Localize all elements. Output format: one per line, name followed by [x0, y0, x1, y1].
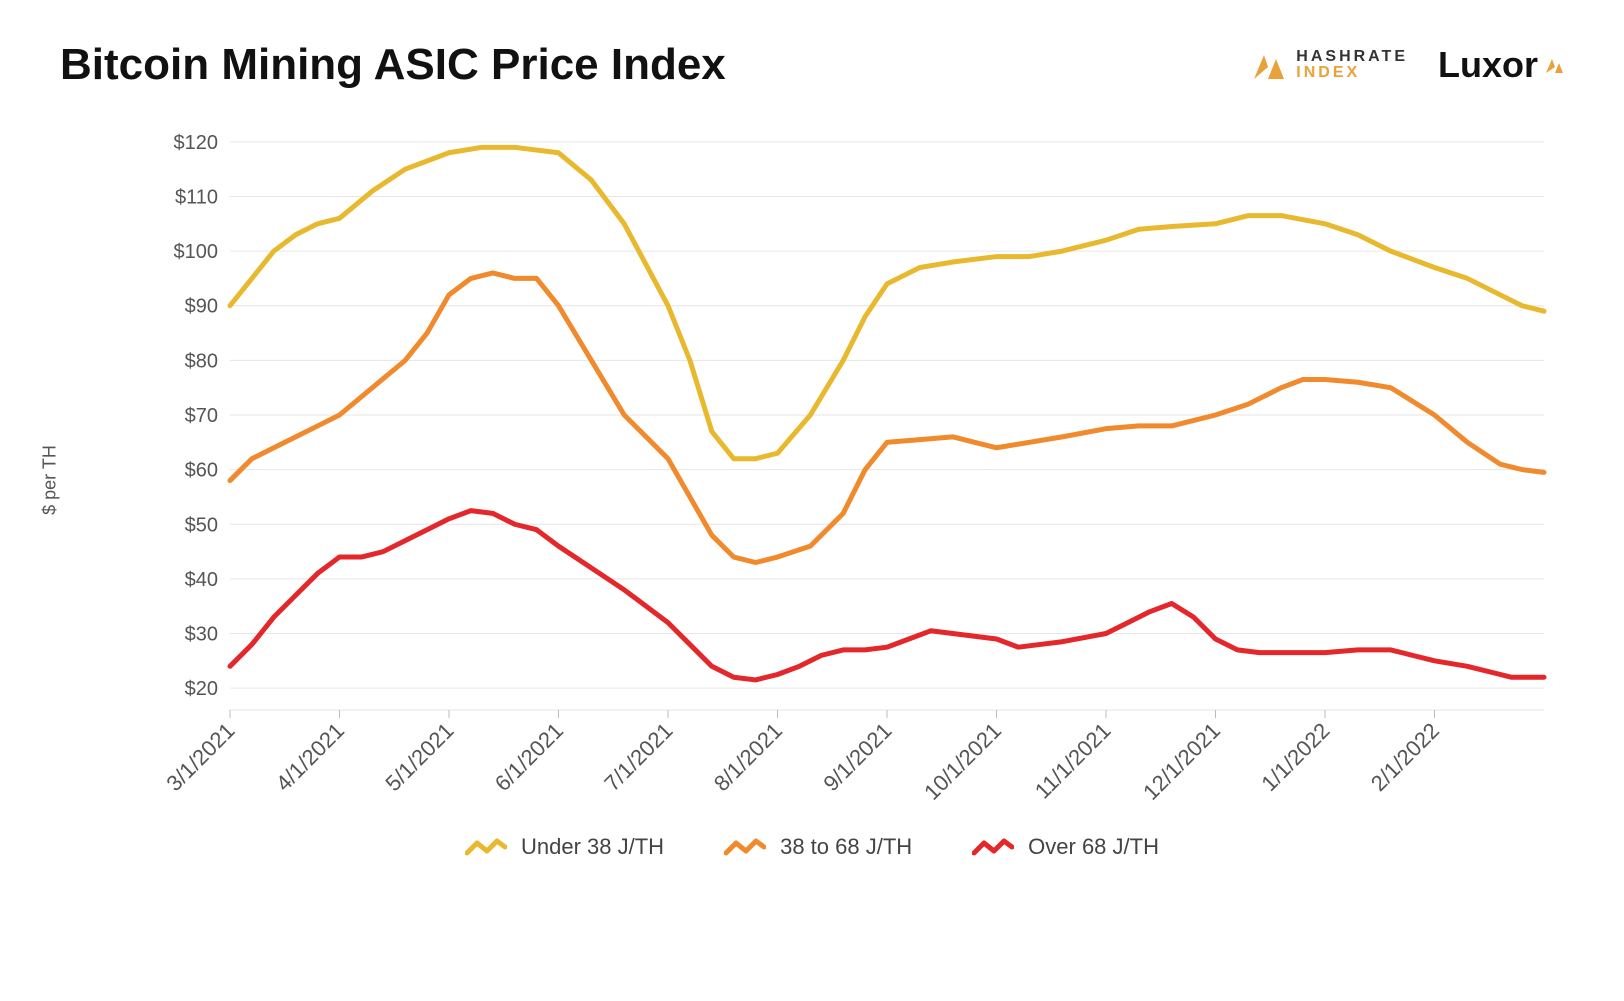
luxor-icon: [1544, 55, 1564, 75]
x-tick-label: 8/1/2021: [709, 718, 787, 796]
x-tick-label: 6/1/2021: [490, 718, 568, 796]
legend-item: Over 68 J/TH: [972, 834, 1159, 860]
legend-label: 38 to 68 J/TH: [780, 834, 912, 860]
legend-swatch-icon: [972, 837, 1014, 857]
series-line: [230, 511, 1544, 680]
legend-label: Under 38 J/TH: [521, 834, 664, 860]
hashrate-index-icon: [1250, 47, 1286, 83]
luxor-logo: Luxor: [1438, 44, 1564, 86]
legend-swatch-icon: [724, 837, 766, 857]
y-tick-label: $100: [174, 241, 219, 263]
x-tick-label: 1/1/2022: [1256, 718, 1334, 796]
legend-item: 38 to 68 J/TH: [724, 834, 912, 860]
series-line: [230, 273, 1544, 563]
y-axis: $20 $30 $40 $50 $60 $70 $80 $90 $100 $110 $120: [174, 132, 219, 700]
y-tick-label: $90: [185, 296, 218, 318]
y-tick-label: $40: [185, 569, 218, 591]
x-tick-label: 10/1/2021: [919, 718, 1006, 805]
y-tick-label: $60: [185, 460, 218, 482]
series-line: [230, 147, 1544, 458]
luxor-text: Luxor: [1438, 44, 1538, 86]
hashrate-word2: INDEX: [1296, 65, 1408, 81]
plot: $20$30$40$50$60$70$80$90$100$110$1203/1/…: [160, 110, 1554, 730]
chart-title: Bitcoin Mining ASIC Price Index: [60, 40, 726, 90]
legend: Under 38 J/TH 38 to 68 J/TH Over 68 J/TH: [60, 834, 1564, 860]
x-tick-label: 7/1/2021: [599, 718, 677, 796]
x-tick-label: 5/1/2021: [380, 718, 458, 796]
y-tick-label: $30: [185, 624, 218, 646]
y-tick-label: $20: [185, 678, 218, 700]
y-tick-label: $80: [185, 350, 218, 372]
x-tick-label: 3/1/2021: [161, 718, 239, 796]
y-tick-label: $110: [175, 186, 218, 208]
y-tick-label: $70: [185, 405, 218, 427]
legend-label: Over 68 J/TH: [1028, 834, 1159, 860]
chart-area: $ per TH $20$30$40$50$60$70$80$90$100$11…: [60, 100, 1564, 860]
header: Bitcoin Mining ASIC Price Index HASHRATE…: [60, 40, 1564, 90]
x-axis: 3/1/2021 4/1/2021 5/1/2021 6/1/2021 7/1/2021…: [161, 710, 1444, 805]
hashrate-word1: HASHRATE: [1296, 49, 1408, 65]
x-tick-label: 9/1/2021: [818, 718, 896, 796]
y-tick-label: $120: [174, 132, 219, 154]
logo-block: HASHRATE INDEX Luxor: [1250, 44, 1564, 86]
page-root: Bitcoin Mining ASIC Price Index HASHRATE…: [0, 0, 1624, 1001]
x-tick-label: 2/1/2022: [1366, 718, 1444, 796]
chart-svg: $20$30$40$50$60$70$80$90$100$110$1203/1/…: [160, 110, 1554, 730]
legend-swatch-icon: [465, 837, 507, 857]
y-tick-label: $50: [185, 514, 218, 536]
gridlines: [230, 142, 1544, 710]
legend-item: Under 38 J/TH: [465, 834, 664, 860]
x-tick-label: 12/1/2021: [1138, 718, 1225, 805]
x-tick-label: 4/1/2021: [271, 718, 349, 796]
y-axis-label: $ per TH: [40, 445, 61, 515]
x-tick-label: 11/1/2021: [1030, 718, 1116, 804]
hashrate-index-logo: HASHRATE INDEX: [1250, 47, 1408, 83]
